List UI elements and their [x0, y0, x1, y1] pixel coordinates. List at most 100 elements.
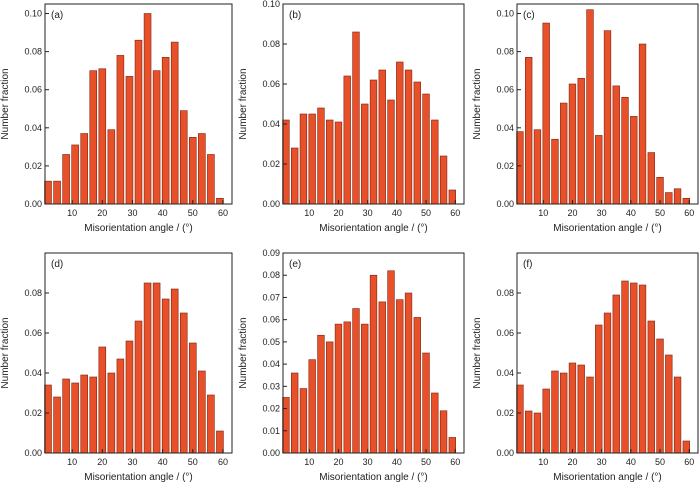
bar	[665, 192, 673, 205]
bar	[665, 354, 673, 454]
bar	[656, 338, 664, 454]
bar	[586, 9, 594, 205]
bar	[387, 270, 395, 454]
bar	[369, 79, 378, 205]
y-tick-label: 0.09	[262, 248, 280, 258]
bar	[198, 133, 206, 205]
x-axis-title: Misorientation angle / (°)	[553, 223, 662, 234]
bar	[551, 138, 559, 205]
bar	[53, 396, 61, 454]
y-tick-label: 0.06	[262, 315, 280, 325]
x-tick-label: 30	[597, 208, 607, 218]
x-axis-title: Misorientation angle / (°)	[84, 472, 193, 483]
y-tick-label: 0.04	[262, 119, 280, 129]
y-tick-label: 0.08	[496, 47, 514, 57]
x-tick-label: 10	[538, 208, 548, 218]
bar	[170, 288, 179, 454]
bar	[107, 372, 116, 454]
bar	[630, 282, 638, 454]
bar	[161, 57, 170, 205]
y-axis-title: Number fraction	[472, 317, 483, 388]
x-tick-label: 60	[218, 457, 228, 467]
bar	[568, 83, 577, 205]
bar	[179, 312, 188, 454]
bar	[89, 70, 98, 205]
bar	[198, 370, 206, 454]
y-tick-label: 0.03	[262, 381, 280, 391]
y-tick-label: 0.08	[24, 47, 42, 57]
bar	[586, 376, 594, 454]
chart-panel: 10 20 30 40 50 60 0.00 0.02 0.04 0.06 0.08 0.10 (c) M…	[472, 3, 699, 234]
bar	[334, 323, 343, 454]
x-tick-label: 40	[392, 457, 402, 467]
x-tick-label: 30	[363, 457, 373, 467]
bar	[299, 388, 308, 454]
bar	[125, 340, 134, 454]
bar	[334, 121, 343, 205]
bar	[343, 75, 351, 205]
bar	[439, 155, 448, 205]
bar	[404, 292, 413, 454]
x-tick-label: 40	[626, 457, 636, 467]
x-tick-label: 50	[655, 208, 665, 218]
bar	[516, 131, 524, 205]
bar	[431, 119, 439, 205]
bar	[396, 61, 404, 205]
bar	[516, 384, 524, 454]
x-tick-label: 50	[655, 457, 665, 467]
bar	[560, 372, 568, 454]
x-tick-label: 60	[450, 208, 460, 218]
plot-frame	[44, 3, 233, 205]
x-axis-title: Misorientation angle / (°)	[319, 223, 428, 234]
x-tick-label: 60	[684, 208, 694, 218]
x-tick-label: 20	[567, 208, 577, 218]
plot-frame	[516, 252, 699, 454]
y-axis-title: Number fraction	[0, 68, 11, 139]
bar	[62, 378, 70, 454]
panel-label: (e)	[289, 259, 301, 270]
x-tick-label: 20	[567, 457, 577, 467]
plot-frame	[282, 3, 465, 205]
bar	[439, 410, 448, 454]
bar	[378, 301, 386, 454]
panel-label: (a)	[51, 10, 63, 21]
panel-label: (d)	[51, 259, 63, 270]
x-tick-label: 50	[421, 457, 431, 467]
bar	[89, 376, 98, 454]
y-tick-label: 0.06	[496, 328, 514, 338]
y-axis-title: Number fraction	[238, 68, 249, 139]
bar	[533, 129, 542, 205]
y-tick-label: 0.06	[262, 79, 280, 89]
bar	[560, 102, 568, 205]
bar	[326, 341, 334, 454]
y-tick-label: 0.04	[496, 123, 514, 133]
bar	[396, 299, 404, 454]
bar	[98, 346, 107, 454]
bar	[125, 76, 134, 205]
bar	[682, 197, 690, 205]
bar	[525, 57, 533, 205]
y-tick-label: 0.01	[262, 426, 280, 436]
panel-label: (f)	[523, 259, 532, 270]
x-tick-label: 60	[218, 208, 228, 218]
bar	[431, 392, 439, 454]
bar	[343, 321, 351, 454]
chart-panel: 10 20 30 40 50 60 0.00 0.02 0.04 0.06 0.08 (f) Misor…	[472, 252, 699, 483]
bar	[595, 135, 603, 205]
bar	[326, 119, 334, 205]
y-tick-label: 0.00	[24, 199, 42, 209]
panel-label: (c)	[523, 10, 535, 21]
bar	[44, 180, 52, 205]
bar	[189, 137, 197, 205]
bar	[603, 312, 612, 454]
x-axis-title: Misorientation angle / (°)	[319, 472, 428, 483]
y-tick-label: 0.08	[496, 288, 514, 298]
bar	[143, 13, 152, 205]
bar	[308, 113, 316, 205]
y-tick-label: 0.04	[496, 368, 514, 378]
x-tick-label: 40	[626, 208, 636, 218]
bar	[551, 370, 559, 454]
bar	[673, 188, 682, 205]
bar	[595, 324, 603, 454]
bar	[647, 152, 655, 205]
